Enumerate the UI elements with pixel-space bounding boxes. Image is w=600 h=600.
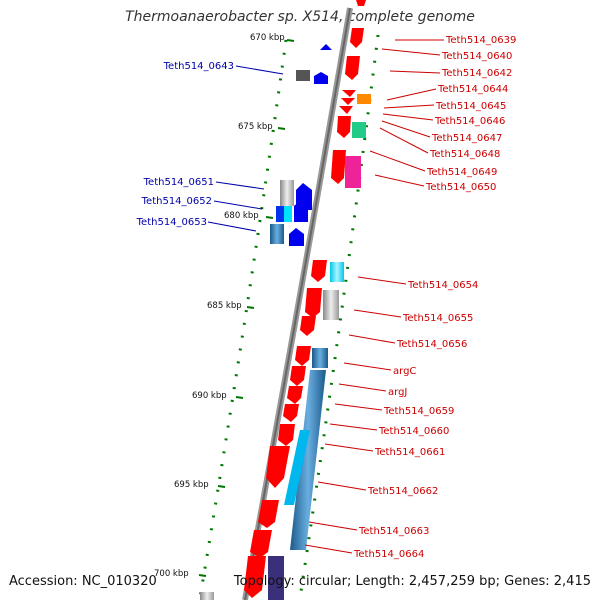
label-teth514-0656[interactable]: Teth514_0656 [396,339,467,350]
label-teth514-0650[interactable]: Teth514_0650 [425,182,496,193]
accession-text: Accession: NC_010320 [9,574,157,589]
label-teth514-0643[interactable]: Teth514_0643 [163,61,234,72]
gene-0663[interactable] [258,500,279,528]
gene-0661[interactable] [278,424,295,446]
gene-0665[interactable] [244,556,266,598]
gene-0660[interactable] [283,404,299,422]
gene-0652-blue[interactable] [276,206,284,222]
scale-label-680: 680 kbp [224,211,259,221]
gene-0656[interactable] [300,316,316,336]
label-teth514-0640[interactable]: Teth514_0640 [441,51,512,62]
gene-0652[interactable] [294,200,308,222]
gene-argC[interactable] [295,346,311,366]
label-teth514-0653[interactable]: Teth514_0653 [136,217,207,228]
scale-ticks [198,39,295,577]
gene-0647[interactable] [337,116,351,138]
gene-0655-grey[interactable] [323,290,339,320]
gene-0645[interactable] [341,98,355,105]
label-teth514-0639[interactable]: Teth514_0639 [445,35,516,46]
gene-0644[interactable] [342,90,356,97]
gene-0659[interactable] [287,386,303,404]
gene-0651-grey[interactable] [280,180,294,206]
label-teth514-0664[interactable]: Teth514_0664 [353,549,424,560]
gene-0646[interactable] [339,106,353,114]
gene-0666-grey[interactable] [200,592,214,600]
label-teth514-0660[interactable]: Teth514_0660 [378,426,449,437]
inner-dotted-ring [198,39,288,599]
gene-argJ[interactable] [290,366,306,386]
gene-0664[interactable] [250,530,272,558]
map-title: Thermoanaerobacter sp. X514, complete ge… [125,9,475,25]
gene-0648[interactable] [331,150,346,184]
gene-0655[interactable] [305,288,322,318]
gene-0654-cyan[interactable] [330,262,344,282]
gene-0639[interactable] [356,0,366,6]
gene-0654[interactable] [311,260,327,282]
gene-0650-magenta[interactable] [345,156,361,188]
scale-label-695: 695 kbp [174,480,209,490]
gene-0653[interactable] [289,228,304,246]
label-teth514-0659[interactable]: Teth514_0659 [383,406,454,417]
label-teth514-0655[interactable]: Teth514_0655 [402,313,473,324]
reverse-strand-genes[interactable] [270,44,332,246]
gene-0643[interactable] [314,72,328,84]
scale-label-685: 685 kbp [207,301,242,311]
left-label-connectors [207,65,284,232]
gene-0664-navy[interactable] [268,556,284,600]
gene-0640[interactable] [350,28,364,48]
scale-label-700: 700 kbp [154,569,189,579]
label-connectors [304,39,444,554]
label-teth514-0642[interactable]: Teth514_0642 [441,68,512,79]
label-argJ[interactable]: argJ [388,387,407,398]
gene-0642[interactable] [345,56,360,80]
gene-0661-cyan-band[interactable] [284,430,310,505]
label-teth514-0645[interactable]: Teth514_0645 [435,101,506,112]
label-teth514-0652[interactable]: Teth514_0652 [141,196,212,207]
label-teth514-0647[interactable]: Teth514_0647 [431,133,502,144]
gene-argJ-cluster-blue[interactable] [290,370,326,550]
label-teth514-0651[interactable]: Teth514_0651 [143,177,214,188]
scale-label-675: 675 kbp [238,122,273,132]
gene-0652-cyan[interactable] [282,206,292,222]
gene-0662[interactable] [266,446,290,488]
gene-0641[interactable] [320,44,332,50]
label-teth514-0661[interactable]: Teth514_0661 [374,447,445,458]
scale-label-690: 690 kbp [192,391,227,401]
gene-0648-green[interactable] [352,122,366,138]
gene-0653-grey[interactable] [270,224,284,244]
gene-0643-grey[interactable] [296,70,310,81]
label-teth514-0646[interactable]: Teth514_0646 [434,116,505,127]
scale-label-670: 670 kbp [250,33,285,43]
label-teth514-0644[interactable]: Teth514_0644 [437,84,508,95]
label-argC[interactable]: argC [393,366,416,377]
label-teth514-0649[interactable]: Teth514_0649 [426,167,497,178]
gene-0646-orange[interactable] [357,94,371,104]
genome-summary-text: Topology: circular; Length: 2,457,259 bp… [233,574,591,589]
forward-strand-genes[interactable] [200,0,371,600]
gene-argC-blue[interactable] [312,348,328,368]
label-teth514-0662[interactable]: Teth514_0662 [367,486,438,497]
label-teth514-0663[interactable]: Teth514_0663 [358,526,429,537]
label-teth514-0654[interactable]: Teth514_0654 [407,280,478,291]
label-teth514-0648[interactable]: Teth514_0648 [429,149,500,160]
